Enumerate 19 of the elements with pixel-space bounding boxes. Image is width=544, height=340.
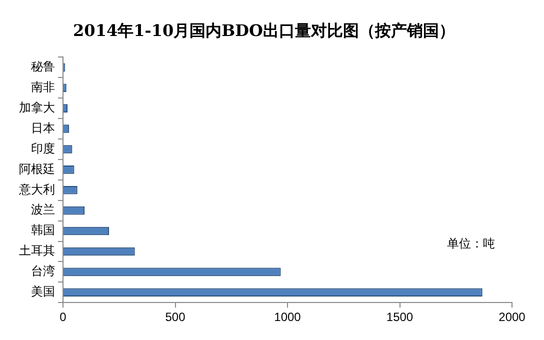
y-tick-label: 秘鲁 xyxy=(31,60,55,74)
y-tick-label: 日本 xyxy=(31,120,55,135)
x-tick-label: 1500 xyxy=(386,310,414,324)
annotation: 单位：吨 xyxy=(447,236,495,251)
chart-title: 2014年1-10月国内BDO出口量对比图（按产销国） xyxy=(73,20,455,40)
y-tick-label: 阿根廷 xyxy=(19,162,55,176)
x-tick-label: 1000 xyxy=(274,310,302,324)
x-tick-label: 0 xyxy=(60,310,67,324)
y-tick-label: 土耳其 xyxy=(19,244,55,258)
y-tick-label: 南非 xyxy=(31,80,55,94)
y-tick-label: 美国 xyxy=(31,284,55,298)
y-tick-label: 加拿大 xyxy=(19,100,55,114)
x-tick-label: 2000 xyxy=(498,310,526,324)
x-tick-label: 500 xyxy=(165,310,186,324)
y-tick-label: 韩国 xyxy=(31,223,55,238)
y-tick-label: 印度 xyxy=(31,141,55,156)
y-tick-label: 意大利 xyxy=(18,182,55,196)
y-tick-label: 台湾 xyxy=(31,264,55,278)
y-tick-label: 波兰 xyxy=(31,202,55,217)
